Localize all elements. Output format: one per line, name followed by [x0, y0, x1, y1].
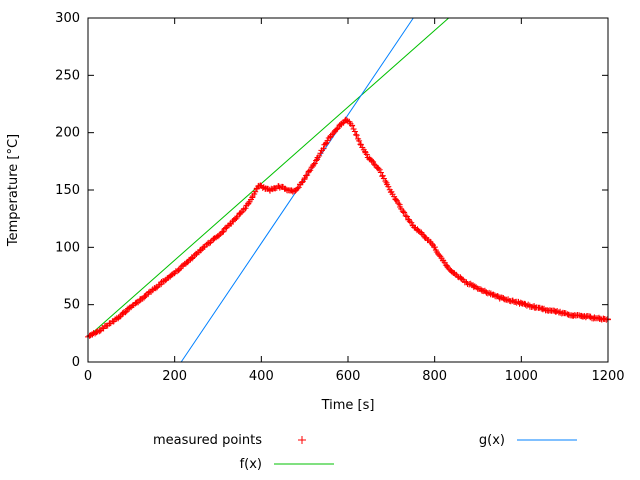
legend-label-f-x-: f(x) — [240, 457, 262, 472]
y-tick-label: 50 — [63, 298, 80, 313]
x-tick-label: 400 — [249, 369, 274, 384]
legend-label-g-x-: g(x) — [479, 433, 505, 448]
y-tick-label: 200 — [55, 126, 80, 141]
y-tick-label: 0 — [72, 355, 80, 370]
legend-label-measured-points: measured points — [153, 433, 262, 448]
x-tick-label: 200 — [162, 369, 187, 384]
y-tick-label: 150 — [55, 183, 80, 198]
y-tick-label: 100 — [55, 240, 80, 255]
x-tick-label: 1200 — [591, 369, 624, 384]
x-axis-title: Time [s] — [321, 398, 375, 413]
x-tick-label: 800 — [422, 369, 447, 384]
series-f-x--line — [87, 17, 450, 338]
series-measured-points — [85, 116, 611, 340]
x-tick-label: 600 — [336, 369, 361, 384]
plot-border — [87, 17, 609, 363]
y-tick-label: 300 — [55, 11, 80, 26]
x-tick-label: 1000 — [505, 369, 538, 384]
y-axis-title: Temperature [°C] — [6, 134, 21, 247]
legend-sample-points — [298, 436, 306, 444]
x-tick-label: 0 — [84, 369, 92, 384]
y-tick-label: 250 — [55, 68, 80, 83]
